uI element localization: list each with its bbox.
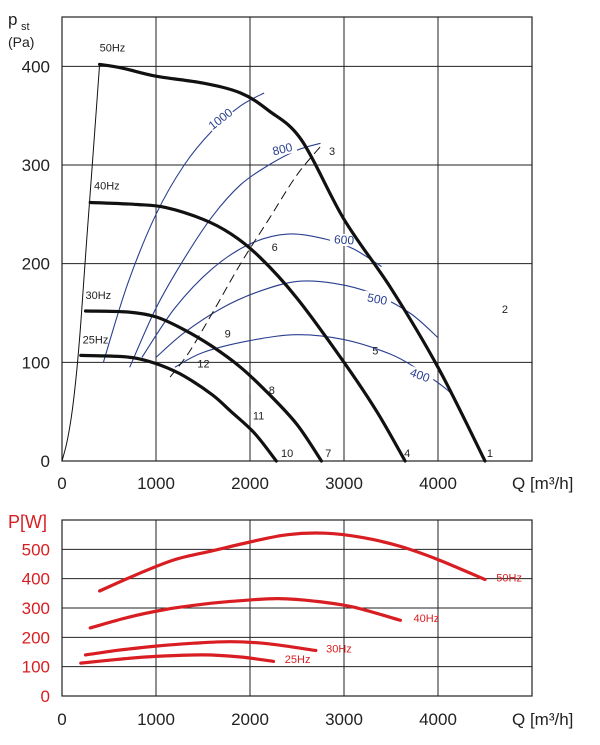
top-chart-curves: 100080060050040050Hz40Hz30Hz25Hz12345678… [61, 43, 508, 463]
bottom-y-axis-title: P[W] [8, 512, 47, 532]
pressure-curve-40Hz [88, 200, 407, 463]
power-series-label: 25Hz [285, 654, 311, 666]
top-x-tick-label: 4000 [419, 474, 457, 493]
power-curve-40Hz [88, 596, 402, 630]
top-x-tick-label: 2000 [231, 474, 269, 493]
top-y-tick-label: 300 [22, 156, 50, 175]
top-y-tick-label: 100 [22, 353, 50, 372]
bottom-x-tick-label: 4000 [419, 710, 457, 729]
stall-line [61, 64, 101, 462]
top-y-tick-label: 400 [22, 57, 50, 76]
top-y-axis-title: p [8, 10, 17, 29]
power-series-label: 40Hz [414, 613, 440, 625]
bottom-y-tick-label: 0 [41, 687, 50, 706]
pressure-curve-30Hz [83, 309, 323, 463]
power-curve-50Hz [98, 531, 487, 593]
system-point-label: 2 [502, 304, 508, 316]
bottom-x-tick-label: 0 [57, 710, 66, 729]
bottom-y-tick-label: 400 [22, 570, 50, 589]
system-point-label: 3 [329, 146, 335, 158]
efficiency-curve [102, 92, 265, 363]
efficiency-curve-label: 400 [408, 365, 432, 385]
efficiency-label-bg [362, 290, 393, 308]
top-plot-frame [61, 16, 533, 462]
bottom-x-tick-label: 1000 [137, 710, 175, 729]
pressure-series-label: 25Hz [83, 335, 109, 347]
system-point-label: 6 [272, 242, 278, 254]
bottom-x-tick-label: 3000 [325, 710, 363, 729]
top-y-tick-label: 0 [41, 452, 50, 471]
top-y-tick-label: 200 [22, 255, 50, 274]
top-chart-labels: p st (Pa) Q [m³/h] [8, 10, 573, 493]
system-point-label: 9 [225, 329, 231, 341]
efficiency-label-bg [205, 105, 236, 133]
dashed-operating-line [169, 142, 324, 378]
system-point-label: 11 [253, 411, 264, 423]
top-x-tick-label: 3000 [325, 474, 363, 493]
bottom-x-axis-title: Q [m³/h] [512, 710, 573, 729]
bottom-chart-grid: 0 1000 2000 3000 4000 0 100 200 300 400 500 [22, 519, 533, 729]
system-point-label: 8 [269, 385, 275, 397]
efficiency-curve-label: 800 [271, 140, 294, 159]
bottom-chart-curves: 50Hz 40Hz 30Hz 25Hz [79, 531, 522, 666]
pressure-series-label: 40Hz [94, 181, 120, 193]
bottom-y-tick-label: 100 [22, 658, 50, 677]
bottom-y-tick-label: 300 [22, 599, 50, 618]
top-chart-grid: 0 1000 2000 3000 4000 0 100 200 300 400 [22, 16, 533, 493]
power-curve-25Hz [79, 653, 276, 665]
efficiency-curve-label: 1000 [206, 105, 236, 133]
top-x-tick-label: 1000 [137, 474, 175, 493]
system-point-label: 10 [281, 448, 293, 460]
power-series-label: 30Hz [326, 644, 352, 656]
bottom-chart-labels: P[W] Q [m³/h] [8, 512, 573, 729]
power-series-label: 50Hz [496, 573, 522, 585]
top-x-axis-title: Q [m³/h] [512, 474, 573, 493]
top-y-axis-subscript: st [21, 21, 30, 33]
system-point-label: 5 [372, 345, 378, 357]
pressure-curve-25Hz [79, 353, 278, 463]
efficiency-label-bg [404, 364, 436, 386]
top-y-axis-unit: (Pa) [8, 34, 34, 50]
pressure-series-label: 30Hz [86, 290, 112, 302]
system-point-label: 1 [487, 448, 493, 460]
efficiency-curve [155, 280, 439, 358]
bottom-x-tick-label: 2000 [231, 710, 269, 729]
efficiency-label-bg [329, 233, 359, 247]
power-curve-30Hz [83, 640, 318, 657]
pressure-curve-50Hz [98, 62, 487, 463]
efficiency-curve [141, 233, 382, 358]
efficiency-curve-label: 600 [334, 232, 355, 247]
pressure-series-label: 50Hz [100, 43, 126, 55]
efficiency-curve-label: 500 [366, 290, 389, 308]
bottom-y-tick-label: 500 [22, 540, 50, 559]
top-x-tick-label: 0 [57, 474, 66, 493]
system-point-label: 12 [197, 358, 209, 370]
efficiency-label-bg [267, 140, 298, 159]
bottom-y-tick-label: 200 [22, 628, 50, 647]
system-point-label: 7 [325, 448, 331, 460]
system-point-label: 4 [404, 448, 410, 460]
